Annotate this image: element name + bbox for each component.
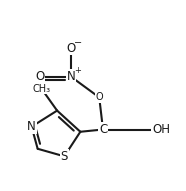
Text: S: S	[61, 150, 68, 163]
Text: N: N	[27, 120, 36, 133]
Text: OH: OH	[152, 123, 170, 136]
Text: −: −	[74, 38, 82, 48]
Text: C: C	[99, 123, 107, 136]
Text: CH₃: CH₃	[33, 84, 51, 94]
Text: O: O	[35, 70, 44, 83]
Text: O: O	[95, 92, 103, 102]
Text: N: N	[67, 70, 75, 83]
Text: +: +	[74, 66, 81, 75]
Text: O: O	[66, 42, 76, 55]
